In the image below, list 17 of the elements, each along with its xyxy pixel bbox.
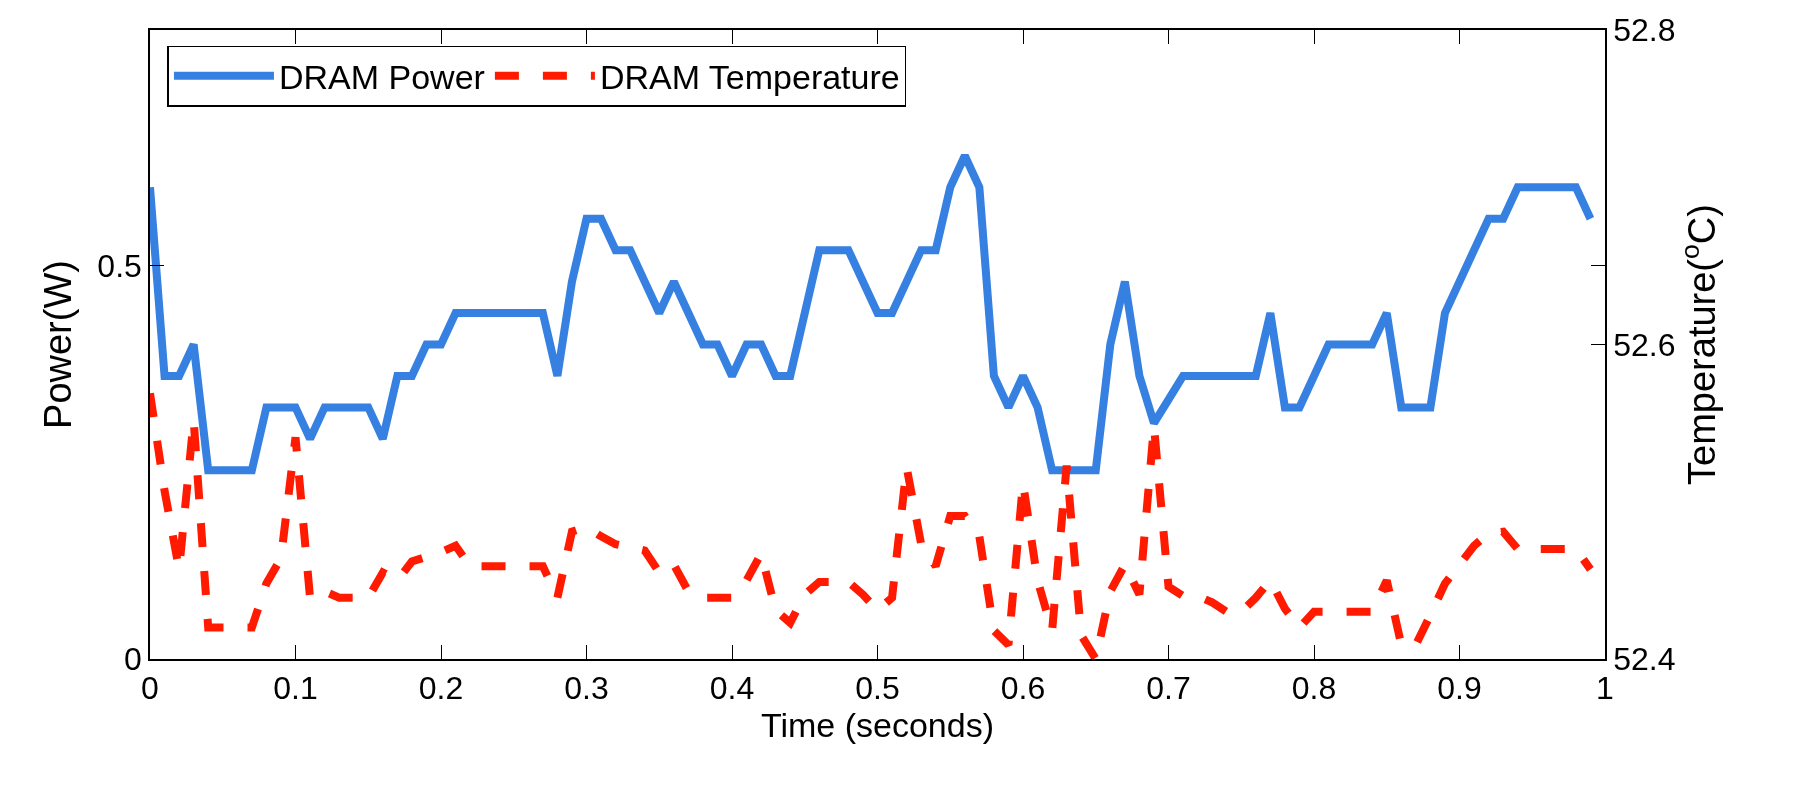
y2-tick-label: 52.8	[1613, 12, 1676, 49]
y2-tick-label: 52.6	[1613, 326, 1676, 363]
x-tick-label: 0.9	[1437, 670, 1482, 707]
x-tick-label: 0.2	[418, 670, 464, 707]
legend-label: DRAM Power	[278, 58, 485, 97]
legend-label: DRAM Temperature	[599, 58, 900, 97]
x-tick-label: 0.4	[709, 670, 755, 707]
x-tick-label: 0.5	[855, 670, 900, 707]
x-tick-label: 0.1	[273, 670, 318, 707]
x-tick-label: 0.6	[1000, 670, 1046, 707]
y-axis-title: Power(W)	[37, 260, 80, 429]
x-tick-label: 1	[1596, 670, 1614, 707]
x-tick-label: 0.3	[564, 670, 609, 707]
x-axis-title: Time (seconds)	[760, 706, 995, 745]
y2-tick-label: 52.4	[1613, 641, 1676, 678]
x-tick-label: 0.8	[1291, 670, 1337, 707]
x-tick-label: 0.7	[1146, 670, 1191, 707]
